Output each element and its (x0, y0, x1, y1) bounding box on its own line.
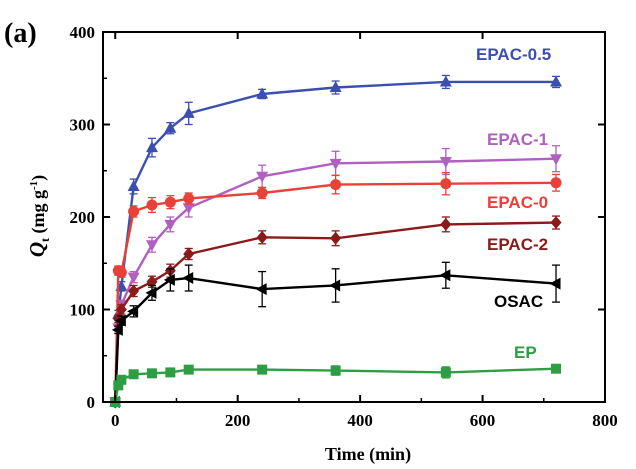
series-label: EPAC-2 (487, 235, 548, 254)
y-tick-label: 400 (70, 23, 96, 42)
data-point (439, 75, 452, 87)
y-tick-label: 300 (70, 116, 96, 135)
data-point (182, 106, 195, 118)
y-tick-label: 100 (70, 301, 96, 320)
x-tick-label: 200 (225, 411, 251, 430)
data-point (145, 286, 157, 299)
data-point (164, 196, 176, 208)
data-point (164, 219, 177, 231)
x-tick-label: 400 (347, 411, 373, 430)
data-point (329, 279, 341, 292)
data-point (145, 240, 158, 252)
data-point (257, 364, 268, 375)
data-point (127, 305, 139, 318)
data-point (551, 363, 562, 374)
y-axis-label-symbol: Q (25, 242, 49, 257)
data-point (115, 303, 127, 316)
series-label: EP (514, 343, 537, 362)
data-point (114, 314, 126, 327)
data-point (439, 157, 452, 168)
data-point (330, 365, 341, 376)
data-point (113, 380, 124, 391)
data-point (440, 367, 451, 378)
data-point (164, 121, 177, 133)
data-point (256, 230, 268, 244)
plot-area: EPAC-0.5 EPAC-1 EPAC-0 EPAC-2 OSAC EP (108, 45, 563, 409)
data-point (127, 272, 140, 284)
y-tick-label: 0 (87, 393, 96, 412)
data-point (550, 177, 562, 189)
data-point (256, 87, 269, 99)
data-point (128, 284, 140, 298)
y-axis-label-unit: (mg g (28, 190, 49, 238)
series-label: EPAC-0.5 (476, 45, 551, 64)
panel-label: (a) (4, 18, 37, 49)
series-label: EPAC-0 (487, 193, 548, 212)
y-axis-label-unit-superscript: -1 (28, 181, 40, 190)
data-point (550, 154, 563, 166)
data-point (146, 199, 158, 211)
data-point (550, 75, 563, 87)
data-point (111, 323, 123, 336)
data-point (256, 187, 268, 199)
data-point (182, 272, 194, 285)
data-point (329, 81, 342, 92)
series-epac-0-5 (109, 74, 563, 407)
data-point (116, 374, 127, 385)
x-tick-label: 600 (470, 411, 496, 430)
x-tick-label: 0 (111, 411, 120, 430)
data-point (256, 171, 269, 183)
x-axis-label: Time (min) (325, 444, 411, 465)
data-point (128, 205, 140, 217)
y-axis-label-subscript: t (38, 238, 52, 242)
data-point (163, 273, 175, 286)
data-point (146, 368, 157, 379)
y-axis-label-unit-close: ) (28, 175, 49, 181)
data-point (330, 179, 342, 191)
series-label: OSAC (494, 292, 543, 311)
data-point (128, 369, 139, 380)
y-axis-label: Qt (mg g-1) (25, 175, 52, 257)
data-point (115, 267, 127, 278)
axes: 0 200 400 600 800 0 100 200 300 400 (70, 23, 618, 430)
data-point (183, 364, 194, 375)
data-point (440, 178, 452, 190)
data-point (183, 193, 195, 204)
data-point (440, 217, 452, 231)
y-tick-label: 200 (70, 208, 96, 227)
series-label: EPAC-1 (487, 130, 548, 149)
data-point (550, 216, 562, 230)
data-point (145, 141, 158, 153)
series-epac-0 (109, 171, 562, 408)
data-point (329, 158, 342, 170)
data-point (255, 283, 267, 296)
data-point (182, 203, 195, 215)
data-point (439, 269, 451, 282)
data-point (165, 367, 176, 378)
data-point (549, 277, 561, 290)
series-ep (110, 363, 562, 407)
data-point (183, 247, 195, 261)
series-osac (108, 261, 561, 408)
x-tick-label: 800 (592, 411, 618, 430)
data-point (127, 179, 140, 191)
data-point (330, 231, 342, 245)
